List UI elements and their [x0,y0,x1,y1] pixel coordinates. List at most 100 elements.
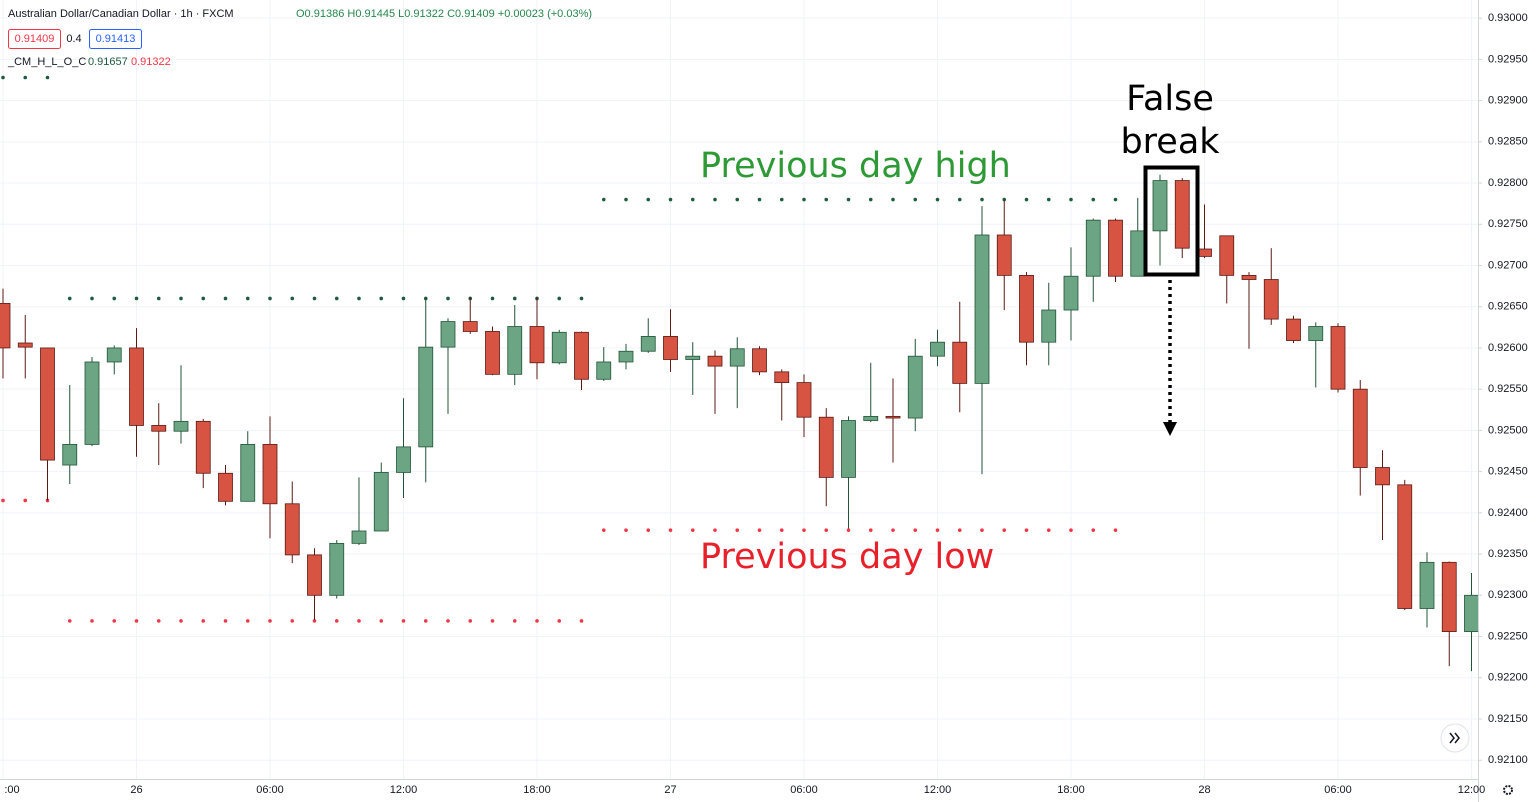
x-tick-label: 27 [664,784,676,796]
candle-body [952,341,968,384]
candle-body [396,446,411,473]
candle-body [1419,561,1435,609]
candle-body [329,542,345,596]
level-dot [824,528,829,532]
level-dot [1002,197,1007,202]
candle-body [151,425,167,432]
level-dot [891,528,895,532]
level-dot [957,528,962,532]
level-dot [312,619,317,623]
level-dot [1,75,5,80]
level-dot [935,197,940,202]
level-dot [1091,197,1096,202]
candle-body [1286,318,1301,341]
level-dot [67,619,72,623]
grid [0,0,1478,780]
candle-body [841,420,856,478]
candle-body [729,348,745,367]
candle-body [640,336,656,352]
scroll-icon[interactable] [1449,732,1460,744]
candle-body [685,355,701,360]
candle-body [284,503,300,556]
level-dot [23,498,28,503]
candle-body [774,371,790,383]
level-dot [980,528,984,532]
x-tick-label: 12:00 [390,784,418,796]
settings-icon[interactable] [1503,785,1513,795]
level-dot [90,296,94,301]
candle-body [863,415,879,421]
level-dot [23,75,28,80]
bid-price[interactable]: 0.91409 [15,33,55,45]
level-dot [1069,528,1073,532]
level-dot [334,296,339,301]
level-dot [379,619,384,623]
candle-body [17,342,33,348]
candle-body [574,331,589,380]
level-dot [245,619,250,623]
level-dot [357,619,361,623]
level-dot [757,528,762,532]
candle-body [351,530,367,544]
candle-body [551,331,567,364]
level-dot [846,528,851,532]
candle-body [373,472,389,532]
candle-body [262,444,278,505]
candle-body [1174,180,1190,249]
candle-body [173,420,189,432]
level-dot [579,296,584,301]
candle-body [1130,230,1146,277]
level-dot [446,619,450,623]
indicator-value: 0.91322 [131,56,171,68]
candle-body [0,303,11,349]
level-dot [223,296,228,301]
y-tick-label: 0.92550 [1488,383,1528,395]
y-tick-label: 0.92950 [1488,53,1528,65]
level-dot [112,296,117,301]
candle-body [1241,274,1257,280]
level-dot [980,197,984,202]
level-dot [1046,197,1051,202]
level-dot [913,528,918,532]
level-dot [868,528,873,532]
level-dot [1002,528,1007,532]
level-dot [713,528,717,532]
ohlc-legend: O0.91386 H0.91445 L0.91322 C0.91409 +0.0… [296,8,592,20]
level-dot [134,296,139,301]
level-dot [690,528,695,532]
x-tick-label: 12:00 [924,784,952,796]
y-tick-label: 0.92350 [1488,548,1528,560]
y-tick-label: 0.92100 [1488,754,1528,766]
ask-box[interactable] [89,29,142,49]
level-dot [290,619,295,623]
x-tick-label: 06:00 [790,784,818,796]
ask-price[interactable]: 0.91413 [96,33,136,45]
candle-body [106,347,122,363]
x-tick-label: 18:00 [1057,784,1085,796]
level-dot [223,619,228,623]
candle-body [818,416,834,478]
level-dot [735,197,740,202]
level-dot [891,197,895,202]
candle-body [1219,235,1235,276]
candle-body [1263,279,1279,320]
candle-body [195,420,211,474]
candle-body [418,346,434,448]
candle-body [1397,484,1413,609]
level-dot [134,619,139,623]
bid-box[interactable] [8,29,61,49]
candle-body [752,348,767,373]
level-dot [423,619,428,623]
scroll-button[interactable] [1440,723,1470,753]
level-dot [802,528,806,532]
candle-body [1152,180,1168,232]
level-dot [846,197,851,202]
level-dot [624,197,628,202]
level-dot [90,619,94,623]
annotation: Previous day low [700,537,995,577]
candle-body [307,554,322,596]
plot [0,75,1479,672]
level-dot [1069,197,1073,202]
